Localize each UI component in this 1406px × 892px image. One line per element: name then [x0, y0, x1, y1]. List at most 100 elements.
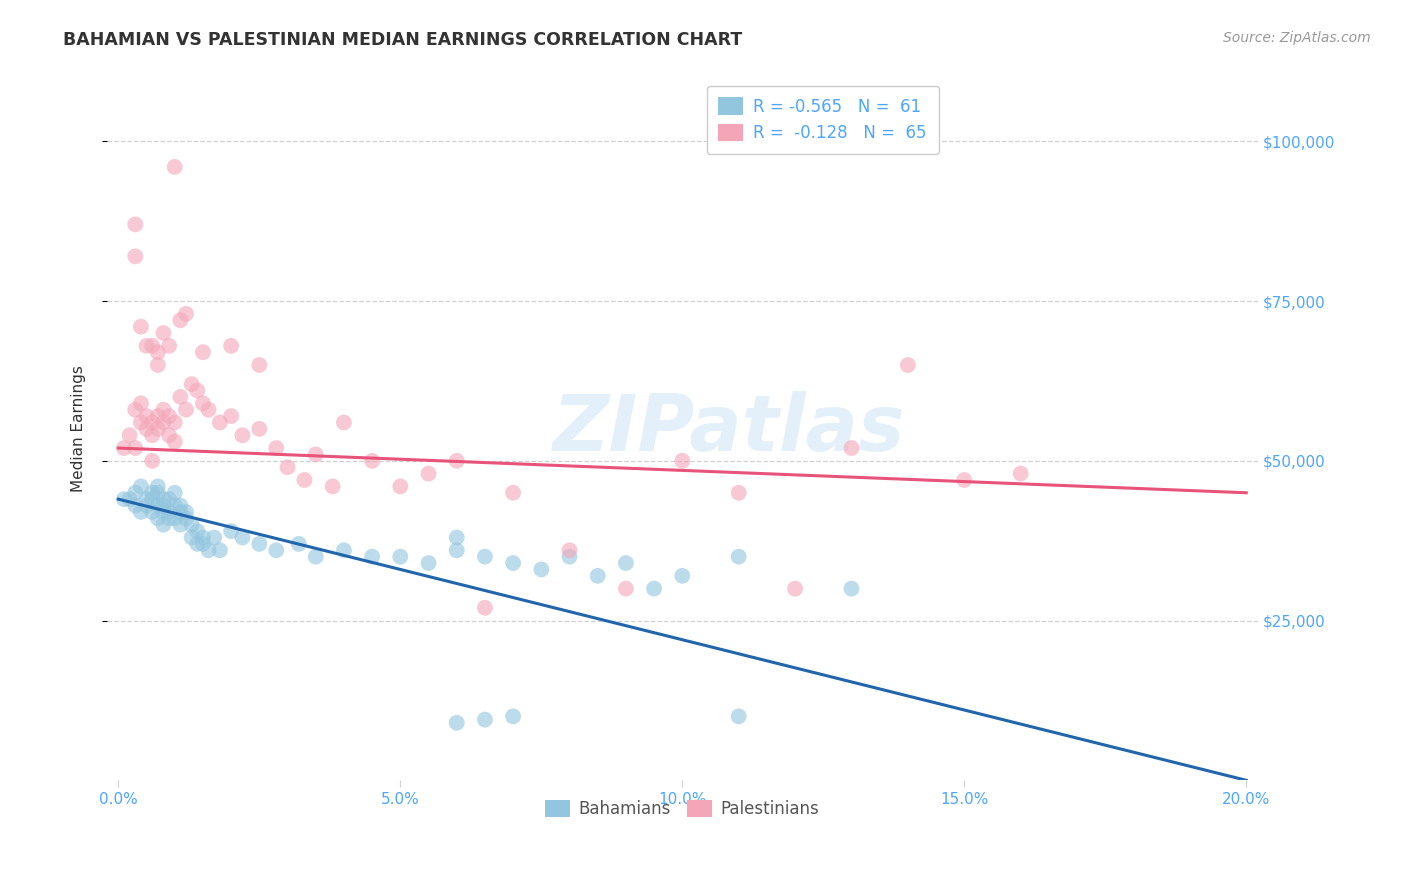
Point	[124, 402, 146, 417]
Point	[446, 454, 468, 468]
Point	[727, 709, 749, 723]
Point	[1010, 467, 1032, 481]
Point	[146, 499, 169, 513]
Point	[146, 422, 169, 436]
Point	[180, 517, 202, 532]
Point	[157, 409, 180, 423]
Point	[502, 709, 524, 723]
Point	[135, 422, 157, 436]
Point	[418, 467, 440, 481]
Point	[124, 249, 146, 263]
Point	[558, 543, 581, 558]
Point	[141, 428, 163, 442]
Point	[446, 715, 468, 730]
Point	[727, 549, 749, 564]
Point	[169, 390, 191, 404]
Text: BAHAMIAN VS PALESTINIAN MEDIAN EARNINGS CORRELATION CHART: BAHAMIAN VS PALESTINIAN MEDIAN EARNINGS …	[63, 31, 742, 49]
Point	[152, 517, 174, 532]
Point	[129, 479, 152, 493]
Point	[157, 505, 180, 519]
Point	[146, 358, 169, 372]
Point	[152, 326, 174, 340]
Point	[157, 428, 180, 442]
Point	[783, 582, 806, 596]
Point	[146, 511, 169, 525]
Point	[135, 339, 157, 353]
Y-axis label: Median Earnings: Median Earnings	[72, 366, 86, 492]
Point	[197, 402, 219, 417]
Point	[124, 218, 146, 232]
Point	[141, 416, 163, 430]
Point	[163, 485, 186, 500]
Point	[333, 416, 356, 430]
Point	[163, 511, 186, 525]
Point	[614, 582, 637, 596]
Point	[174, 307, 197, 321]
Point	[841, 441, 863, 455]
Point	[197, 543, 219, 558]
Point	[112, 441, 135, 455]
Legend: Bahamians, Palestinians: Bahamians, Palestinians	[538, 793, 827, 825]
Point	[191, 396, 214, 410]
Point	[474, 549, 496, 564]
Point	[219, 339, 242, 353]
Point	[219, 524, 242, 538]
Point	[163, 416, 186, 430]
Point	[247, 422, 270, 436]
Point	[129, 396, 152, 410]
Point	[169, 313, 191, 327]
Point	[247, 537, 270, 551]
Point	[146, 409, 169, 423]
Point	[208, 416, 231, 430]
Point	[322, 479, 344, 493]
Point	[157, 492, 180, 507]
Point	[231, 428, 253, 442]
Text: Source: ZipAtlas.com: Source: ZipAtlas.com	[1223, 31, 1371, 45]
Point	[169, 499, 191, 513]
Point	[135, 492, 157, 507]
Point	[124, 441, 146, 455]
Point	[135, 499, 157, 513]
Point	[333, 543, 356, 558]
Point	[727, 485, 749, 500]
Point	[264, 543, 287, 558]
Point	[361, 549, 384, 564]
Point	[112, 492, 135, 507]
Text: ZIPatlas: ZIPatlas	[553, 391, 904, 467]
Point	[897, 358, 920, 372]
Point	[163, 160, 186, 174]
Point	[157, 339, 180, 353]
Point	[169, 505, 191, 519]
Point	[146, 345, 169, 359]
Point	[141, 339, 163, 353]
Point	[202, 531, 225, 545]
Point	[446, 531, 468, 545]
Point	[474, 600, 496, 615]
Point	[129, 416, 152, 430]
Point	[152, 499, 174, 513]
Point	[186, 524, 208, 538]
Point	[530, 562, 553, 576]
Point	[129, 505, 152, 519]
Point	[135, 409, 157, 423]
Point	[157, 511, 180, 525]
Point	[474, 713, 496, 727]
Point	[219, 409, 242, 423]
Point	[118, 428, 141, 442]
Point	[361, 454, 384, 468]
Point	[174, 511, 197, 525]
Point	[586, 569, 609, 583]
Point	[191, 537, 214, 551]
Point	[558, 549, 581, 564]
Point	[389, 549, 412, 564]
Point	[124, 485, 146, 500]
Point	[163, 434, 186, 449]
Point	[502, 556, 524, 570]
Point	[141, 492, 163, 507]
Point	[841, 582, 863, 596]
Point	[180, 377, 202, 392]
Point	[191, 345, 214, 359]
Point	[305, 447, 328, 461]
Point	[953, 473, 976, 487]
Point	[129, 319, 152, 334]
